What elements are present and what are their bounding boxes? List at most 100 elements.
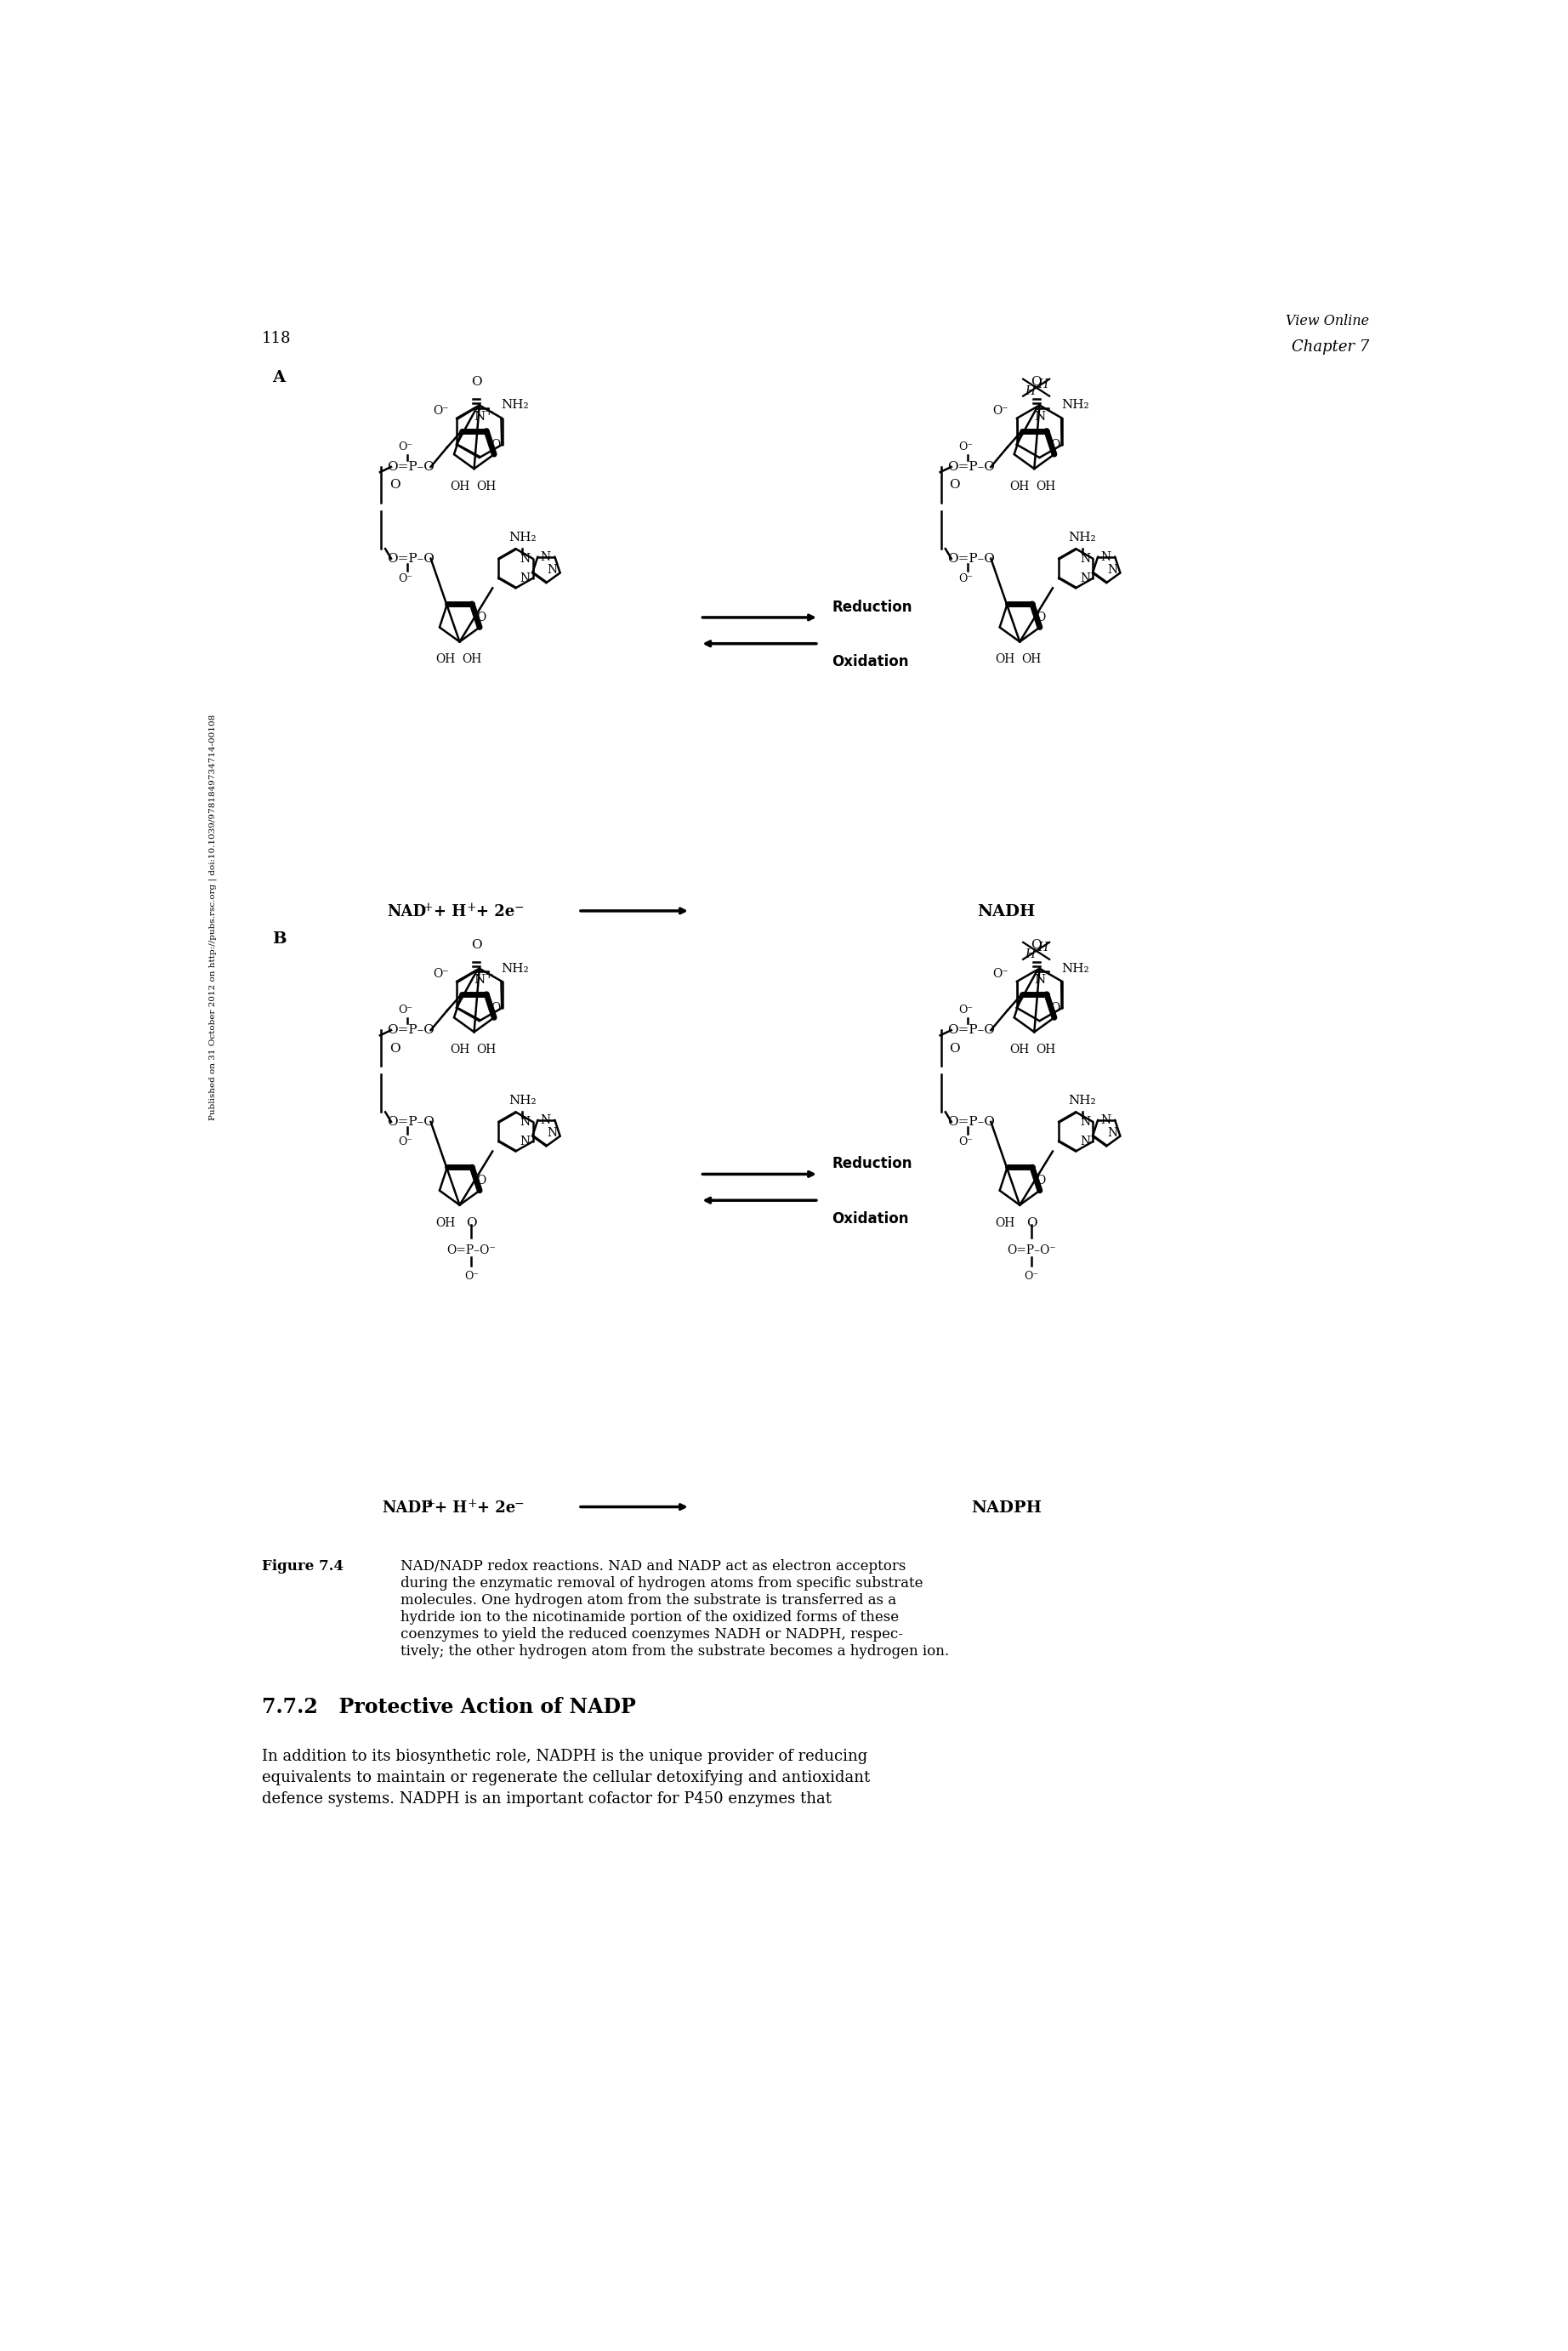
Text: O: O [477, 1176, 486, 1187]
Text: O: O [491, 1002, 500, 1013]
Text: O⁻: O⁻ [993, 404, 1008, 416]
Text: O: O [1051, 440, 1060, 451]
Text: molecules. One hydrogen atom from the substrate is transferred as a: molecules. One hydrogen atom from the su… [400, 1594, 897, 1608]
Text: Reduction: Reduction [833, 600, 913, 616]
Text: during the enzymatic removal of hydrogen atoms from specific substrate: during the enzymatic removal of hydrogen… [400, 1575, 924, 1592]
Text: N: N [1101, 1114, 1110, 1126]
Text: OH: OH [1010, 1044, 1030, 1056]
Text: NADPH: NADPH [971, 1500, 1041, 1516]
Text: O⁻: O⁻ [958, 1136, 974, 1147]
Text: O: O [477, 611, 486, 623]
Text: O: O [389, 480, 400, 491]
Text: defence systems. NADPH is an important cofactor for P450 enzymes that: defence systems. NADPH is an important c… [262, 1791, 831, 1806]
Text: NH₂: NH₂ [1068, 531, 1096, 543]
Text: O⁻: O⁻ [958, 574, 974, 583]
Text: O: O [1036, 1176, 1046, 1187]
Text: O=P–O⁻: O=P–O⁻ [1007, 1244, 1057, 1255]
Text: O⁻: O⁻ [464, 1270, 478, 1281]
Text: O=P–O: O=P–O [947, 1025, 994, 1037]
Text: NH₂: NH₂ [502, 962, 528, 973]
Text: N: N [519, 552, 530, 564]
Text: N: N [541, 550, 550, 562]
Text: −: − [514, 1498, 524, 1509]
Text: OH: OH [1022, 654, 1041, 665]
Text: Oxidation: Oxidation [833, 1211, 909, 1227]
Text: O⁻: O⁻ [1024, 1270, 1040, 1281]
Text: O=P–O: O=P–O [947, 552, 994, 564]
Text: H: H [1038, 943, 1047, 955]
Text: tively; the other hydrogen atom from the substrate becomes a hydrogen ion.: tively; the other hydrogen atom from the… [400, 1643, 949, 1660]
Text: N: N [1080, 1136, 1090, 1147]
Text: + H: + H [433, 905, 466, 919]
Text: + 2e: + 2e [477, 1500, 516, 1516]
Text: + 2e: + 2e [477, 905, 514, 919]
Text: + H: + H [434, 1500, 467, 1516]
Text: 118: 118 [262, 331, 292, 346]
Text: O: O [949, 480, 960, 491]
Text: In addition to its biosynthetic role, NADPH is the unique provider of reducing: In addition to its biosynthetic role, NA… [262, 1749, 867, 1766]
Text: N: N [547, 564, 557, 576]
Text: +: + [485, 971, 492, 980]
Text: O: O [949, 1041, 960, 1056]
Text: N: N [474, 973, 485, 985]
Text: −: − [514, 903, 524, 915]
Text: OH: OH [1036, 480, 1055, 491]
Text: O: O [466, 1218, 477, 1230]
Text: O⁻: O⁻ [398, 574, 412, 583]
Text: O⁻: O⁻ [398, 1004, 412, 1016]
Text: B: B [271, 931, 285, 947]
Text: O: O [1025, 1218, 1036, 1230]
Text: OH: OH [450, 1044, 469, 1056]
Text: Reduction: Reduction [833, 1157, 913, 1171]
Text: O: O [491, 440, 500, 451]
Text: Oxidation: Oxidation [833, 654, 909, 670]
Text: N: N [1080, 571, 1090, 583]
Text: O: O [1032, 376, 1041, 388]
Text: O=P–O: O=P–O [387, 552, 434, 564]
Text: +: + [423, 903, 433, 915]
Text: O⁻: O⁻ [433, 969, 448, 980]
Text: O: O [389, 1041, 400, 1056]
Text: O=P–O: O=P–O [387, 1117, 434, 1128]
Text: OH: OH [436, 1218, 455, 1230]
Text: OH: OH [996, 1218, 1014, 1230]
Text: O=P–O: O=P–O [387, 1025, 434, 1037]
Text: N: N [1033, 411, 1046, 423]
Text: hydride ion to the nicotinamide portion of the oxidized forms of these: hydride ion to the nicotinamide portion … [400, 1610, 898, 1625]
Text: 7.7.2   Protective Action of NADP: 7.7.2 Protective Action of NADP [262, 1697, 637, 1716]
Text: H: H [1024, 386, 1035, 397]
Text: NH₂: NH₂ [508, 1096, 536, 1107]
Text: +: + [425, 1498, 436, 1509]
Text: N: N [474, 411, 485, 423]
Text: N: N [541, 1114, 550, 1126]
Text: NAD: NAD [387, 905, 426, 919]
Text: O⁻: O⁻ [433, 404, 448, 416]
Text: NADP: NADP [383, 1500, 433, 1516]
Text: O=P–O: O=P–O [387, 461, 434, 473]
Text: N: N [547, 1126, 557, 1138]
Text: OH: OH [436, 654, 455, 665]
Text: equivalents to maintain or regenerate the cellular detoxifying and antioxidant: equivalents to maintain or regenerate th… [262, 1770, 870, 1784]
Text: O=P–O: O=P–O [947, 1117, 994, 1128]
Text: OH: OH [450, 480, 469, 491]
Text: NH₂: NH₂ [1062, 962, 1090, 973]
Text: O=P–O: O=P–O [947, 461, 994, 473]
Text: View Online: View Online [1286, 313, 1369, 329]
Text: O: O [1032, 938, 1041, 950]
Text: OH: OH [996, 654, 1014, 665]
Text: N: N [1080, 1117, 1090, 1128]
Text: A: A [271, 369, 285, 386]
Text: NH₂: NH₂ [1068, 1096, 1096, 1107]
Text: O⁻: O⁻ [398, 1136, 412, 1147]
Text: O⁻: O⁻ [398, 442, 412, 451]
Text: OH: OH [1036, 1044, 1055, 1056]
Text: N: N [519, 1117, 530, 1128]
Text: N: N [1033, 973, 1046, 985]
Text: O: O [470, 938, 481, 950]
Text: NH₂: NH₂ [1062, 400, 1090, 411]
Text: O: O [1036, 611, 1046, 623]
Text: OH: OH [477, 1044, 495, 1056]
Text: N: N [1101, 550, 1110, 562]
Text: Chapter 7: Chapter 7 [1292, 341, 1369, 355]
Text: N: N [1107, 564, 1118, 576]
